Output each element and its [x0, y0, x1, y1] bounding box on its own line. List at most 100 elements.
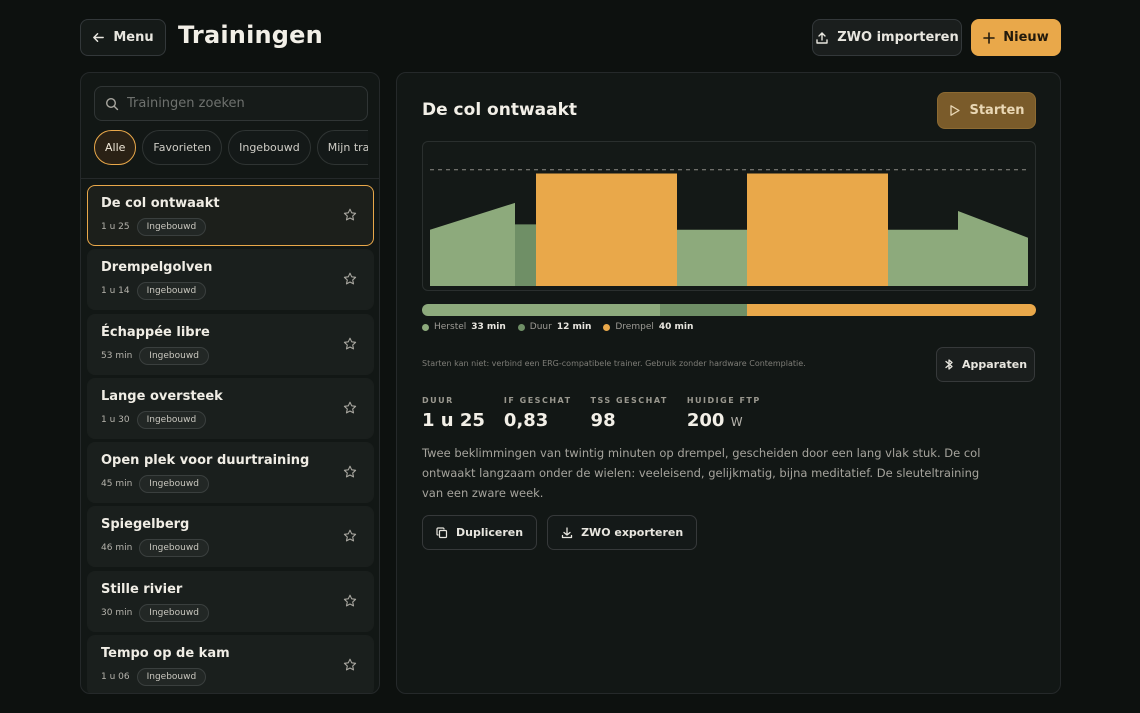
- legend-label: Herstel: [434, 322, 467, 332]
- star-icon[interactable]: [343, 401, 357, 415]
- workout-list-item[interactable]: Drempelgolven 1 u 14 Ingebouwd: [87, 249, 374, 311]
- workout-duration: 1 u 14: [101, 286, 130, 297]
- plus-icon: [983, 31, 996, 44]
- legend-label: Duur: [529, 322, 552, 332]
- stat-value: 1 u 25: [422, 410, 485, 431]
- stat-ftp: HUIDIGE FTP 200 W: [687, 396, 761, 431]
- search-box: [94, 86, 368, 121]
- workout-profile-chart: [422, 141, 1036, 291]
- workout-duration: 45 min: [101, 479, 133, 490]
- export-zwo-button[interactable]: ZWO exporteren: [547, 515, 698, 550]
- menu-button[interactable]: Menu: [80, 19, 166, 56]
- workout-list-item[interactable]: Spiegelberg 46 min Ingebouwd: [87, 506, 374, 568]
- legend-dot: [517, 323, 525, 331]
- search-icon: [105, 97, 119, 110]
- page-title: Trainingen: [178, 21, 323, 49]
- filter-chips: Alle Favorieten Ingebouwd Mijn traininge…: [94, 130, 368, 166]
- profile-segment: [536, 173, 677, 286]
- download-icon: [561, 526, 573, 538]
- workout-list-item[interactable]: Stille rivier 30 min Ingebouwd: [87, 570, 374, 632]
- zone-segment-drempel: [747, 304, 1036, 316]
- new-label: Nieuw: [1003, 30, 1049, 45]
- workout-list-item[interactable]: De col ontwaakt 1 u 25 Ingebouwd: [87, 185, 374, 246]
- export-label: ZWO exporteren: [581, 526, 684, 539]
- search-input[interactable]: [127, 96, 347, 111]
- import-zwo-button[interactable]: ZWO importeren: [812, 19, 962, 56]
- builtin-badge: Ingebouwd: [139, 346, 209, 365]
- profile-segment: [677, 229, 747, 286]
- star-icon[interactable]: [343, 337, 357, 351]
- workout-title: Échappée libre: [101, 324, 210, 340]
- bluetooth-icon: [945, 359, 953, 370]
- filter-chip-mijn-trainingen[interactable]: Mijn trainingen: [316, 130, 368, 165]
- copy-icon: [436, 526, 448, 538]
- stat-value: 98: [590, 410, 616, 431]
- workout-list: De col ontwaakt 1 u 25 Ingebouwd Drempelg…: [87, 185, 374, 693]
- start-label: Starten: [969, 103, 1025, 118]
- start-button[interactable]: Starten: [937, 92, 1036, 129]
- profile-segment: [958, 210, 1028, 286]
- builtin-badge: Ingebouwd: [139, 475, 209, 494]
- zone-segment-herstel: [422, 304, 661, 316]
- star-icon[interactable]: [343, 208, 357, 222]
- builtin-badge: Ingebouwd: [139, 603, 209, 622]
- legend-item-duur: Duur 12 min: [517, 322, 592, 332]
- zone-segment-duur: [660, 304, 748, 316]
- profile-segment: [888, 229, 958, 286]
- star-icon[interactable]: [343, 272, 357, 286]
- workout-duration: 1 u 06: [101, 672, 130, 683]
- workout-title: Spiegelberg: [101, 517, 190, 533]
- workout-duration: 53 min: [101, 350, 133, 361]
- workout-title: Stille rivier: [101, 581, 183, 597]
- duplicate-label: Dupliceren: [456, 526, 524, 539]
- workout-title: Lange oversteek: [101, 388, 223, 404]
- devices-label: Apparaten: [961, 358, 1028, 371]
- legend-value: 40 min: [658, 322, 694, 332]
- stat-value: 200: [686, 410, 725, 431]
- workout-list-item[interactable]: Échappée libre 53 min Ingebouwd: [87, 313, 374, 375]
- filter-chip-ingebouwd[interactable]: Ingebouwd: [228, 130, 311, 165]
- workout-duration: 30 min: [101, 607, 133, 618]
- workout-duration: 1 u 30: [101, 414, 130, 425]
- menu-label: Menu: [113, 30, 154, 45]
- legend-value: 33 min: [471, 322, 506, 332]
- zone-distribution-bar: [422, 304, 1036, 316]
- legend-item-drempel: Drempel 40 min: [603, 322, 693, 332]
- legend-item-herstel: Herstel 33 min: [422, 322, 506, 332]
- stat-value-wrap: 200 W: [687, 410, 761, 431]
- star-icon[interactable]: [343, 529, 357, 543]
- legend-value: 12 min: [556, 322, 592, 332]
- workout-list-item[interactable]: Open plek voor duurtraining 45 min Ingebo…: [87, 442, 374, 504]
- detail-title: De col ontwaakt: [422, 100, 578, 120]
- top-bar: Menu Trainingen ZWO importeren Nieuw: [80, 19, 1061, 56]
- stat-label: DUUR: [422, 396, 454, 405]
- profile-svg: [430, 169, 1030, 286]
- stat-label: TSS GESCHAT: [590, 396, 668, 405]
- builtin-badge: Ingebouwd: [136, 282, 207, 301]
- star-icon[interactable]: [343, 594, 357, 608]
- workout-duration: 46 min: [101, 543, 133, 554]
- legend-label: Drempel: [615, 322, 654, 332]
- workout-list-item[interactable]: Tempo op de kam 1 u 06 Ingebouwd: [87, 635, 374, 693]
- stat-tss: TSS GESCHAT 98: [591, 396, 668, 431]
- filter-chip-alle[interactable]: Alle: [94, 130, 137, 165]
- profile-segment: [747, 173, 888, 286]
- legend-dot: [422, 323, 429, 331]
- workout-title: Tempo op de kam: [101, 646, 230, 662]
- star-icon[interactable]: [343, 465, 357, 479]
- workout-detail-panel: De col ontwaakt Starten Herstel 33 min D…: [396, 72, 1061, 694]
- play-icon: [950, 105, 961, 116]
- workout-title: De col ontwaakt: [101, 196, 220, 211]
- workout-list-panel: Alle Favorieten Ingebouwd Mijn traininge…: [80, 72, 380, 694]
- legend-dot: [603, 323, 611, 331]
- devices-button[interactable]: Apparaten: [936, 347, 1035, 382]
- new-workout-button[interactable]: Nieuw: [971, 19, 1061, 56]
- workout-list-item[interactable]: Lange oversteek 1 u 30 Ingebouwd: [87, 377, 374, 439]
- star-icon[interactable]: [343, 658, 357, 672]
- workout-description: Twee beklimmingen van twintig minuten op…: [422, 446, 981, 500]
- duplicate-button[interactable]: Dupliceren: [422, 515, 538, 550]
- profile-segment: [515, 224, 536, 286]
- stat-duration: DUUR 1 u 25: [422, 396, 485, 431]
- filter-chip-favorieten[interactable]: Favorieten: [142, 130, 223, 165]
- builtin-badge: Ingebouwd: [136, 218, 207, 236]
